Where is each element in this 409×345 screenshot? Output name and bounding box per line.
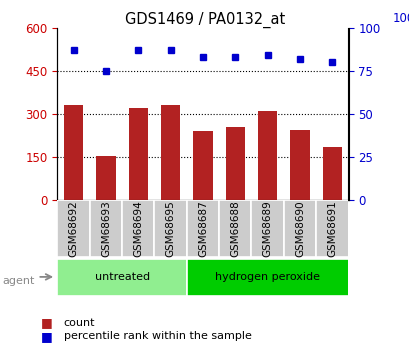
Text: agent: agent (2, 276, 34, 286)
Text: GSM68689: GSM68689 (262, 200, 272, 257)
Bar (57, 259, 187, 296)
Bar (218, 200, 251, 257)
Text: GSM68688: GSM68688 (230, 200, 240, 257)
Bar (64, 105, 83, 200)
Bar (187, 259, 348, 296)
Bar (322, 147, 341, 200)
Bar (90, 200, 122, 257)
Text: GSM68692: GSM68692 (68, 200, 79, 257)
Bar (315, 200, 348, 257)
Bar (160, 105, 180, 200)
Bar (187, 200, 218, 257)
Bar (283, 200, 315, 257)
Bar (290, 130, 309, 200)
Bar (154, 200, 187, 257)
Text: ■: ■ (41, 330, 53, 343)
Text: count: count (63, 318, 95, 327)
Text: GSM68693: GSM68693 (101, 200, 111, 257)
Text: GSM68687: GSM68687 (198, 200, 207, 257)
Bar (122, 200, 154, 257)
Text: GSM68695: GSM68695 (165, 200, 175, 257)
Bar (128, 108, 148, 200)
Bar (225, 127, 245, 200)
Text: percentile rank within the sample: percentile rank within the sample (63, 332, 251, 341)
Text: GSM68690: GSM68690 (294, 200, 304, 257)
Text: GSM68694: GSM68694 (133, 200, 143, 257)
Bar (193, 131, 212, 200)
Text: GSM68691: GSM68691 (326, 200, 337, 257)
Bar (257, 111, 276, 200)
Text: 100%: 100% (392, 12, 409, 25)
Text: GDS1469 / PA0132_at: GDS1469 / PA0132_at (125, 12, 284, 28)
Bar (251, 200, 283, 257)
Text: hydrogen peroxide: hydrogen peroxide (215, 272, 319, 282)
Text: untreated: untreated (94, 272, 149, 282)
Bar (96, 156, 115, 200)
Bar (57, 200, 90, 257)
Text: ■: ■ (41, 316, 53, 329)
